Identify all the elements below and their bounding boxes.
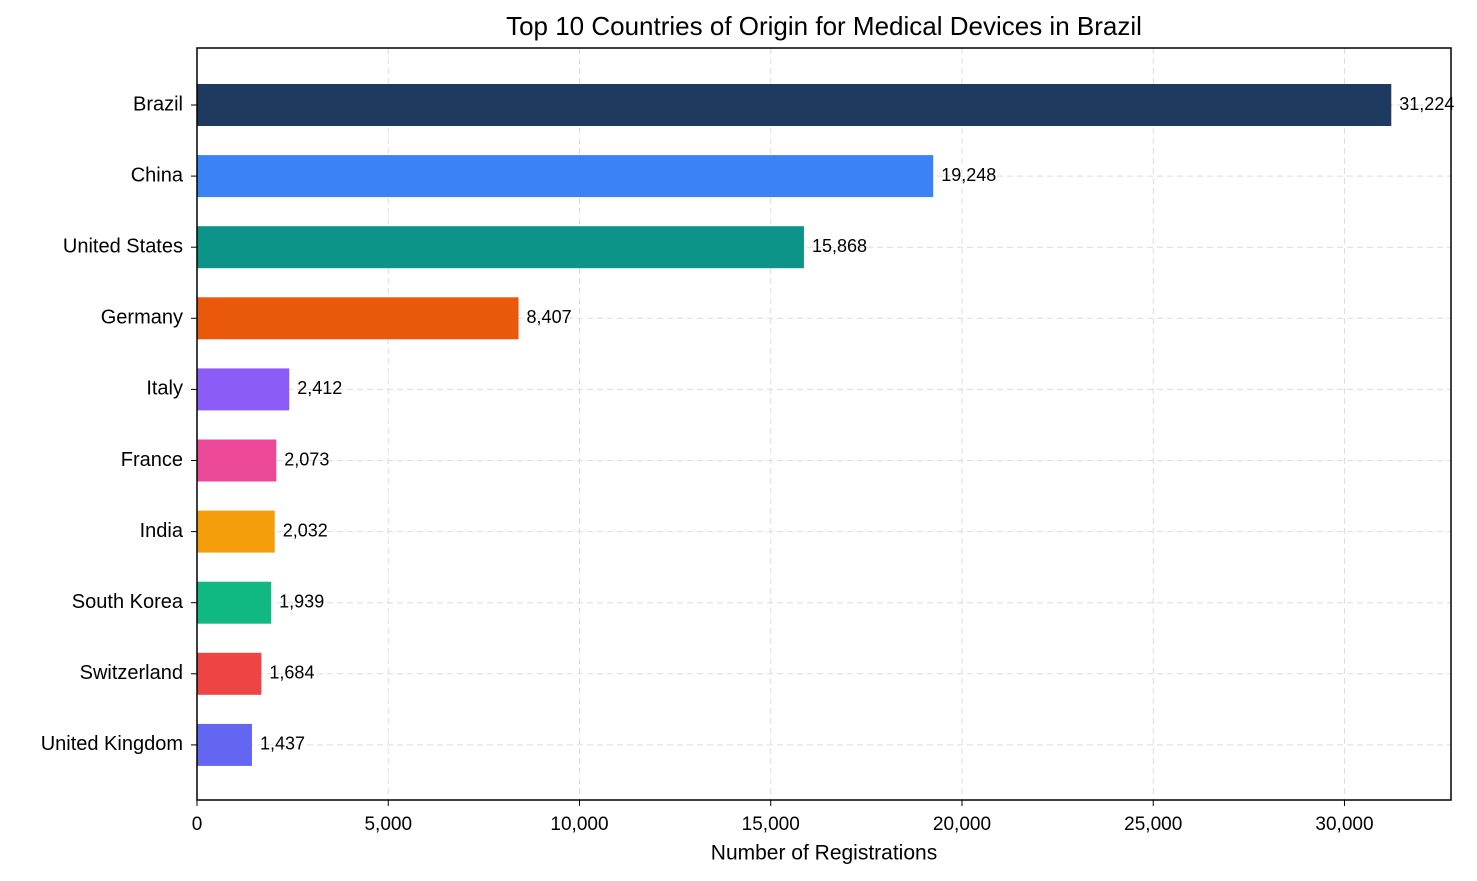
y-tick-label: South Korea <box>72 591 184 613</box>
x-tick-label: 10,000 <box>550 814 608 835</box>
plot-frame <box>196 47 1452 801</box>
x-tick-label: 0 <box>192 814 203 835</box>
y-tick-label: India <box>140 520 184 542</box>
y-tick-label: Germany <box>101 307 183 329</box>
value-label: 1,684 <box>269 663 314 683</box>
value-label: 2,073 <box>284 449 329 469</box>
x-tick-label: 15,000 <box>742 814 800 835</box>
y-tick-label: United Kingdom <box>41 733 183 755</box>
x-tick-label: 5,000 <box>364 814 412 835</box>
bar <box>197 297 519 340</box>
chart-title: Top 10 Countries of Origin for Medical D… <box>506 11 1142 41</box>
value-label: 1,437 <box>260 734 305 754</box>
y-tick-label: Brazil <box>133 93 183 115</box>
y-tick-label: Italy <box>146 378 183 400</box>
value-label: 1,939 <box>279 591 324 611</box>
bar <box>197 723 252 766</box>
y-tick-label: Switzerland <box>80 662 183 684</box>
bar <box>197 439 277 482</box>
bar <box>197 510 275 553</box>
value-label: 2,412 <box>297 378 342 398</box>
value-label: 31,224 <box>1399 94 1454 114</box>
value-label: 15,868 <box>812 236 867 256</box>
y-tick-label: United States <box>63 235 183 257</box>
bar <box>197 155 934 198</box>
bar <box>197 368 290 411</box>
x-tick-label: 30,000 <box>1315 814 1373 835</box>
value-label: 2,032 <box>283 520 328 540</box>
x-axis-label: Number of Registrations <box>711 842 937 865</box>
x-tick-label: 20,000 <box>933 814 991 835</box>
y-tick-label: China <box>131 164 184 186</box>
bar <box>197 84 1392 126</box>
value-label: 19,248 <box>941 165 996 185</box>
bar <box>197 652 262 695</box>
bar <box>197 581 272 624</box>
y-tick-label: France <box>121 449 183 471</box>
value-label: 8,407 <box>527 307 572 327</box>
x-tick-label: 25,000 <box>1124 814 1182 835</box>
bar <box>197 226 804 269</box>
